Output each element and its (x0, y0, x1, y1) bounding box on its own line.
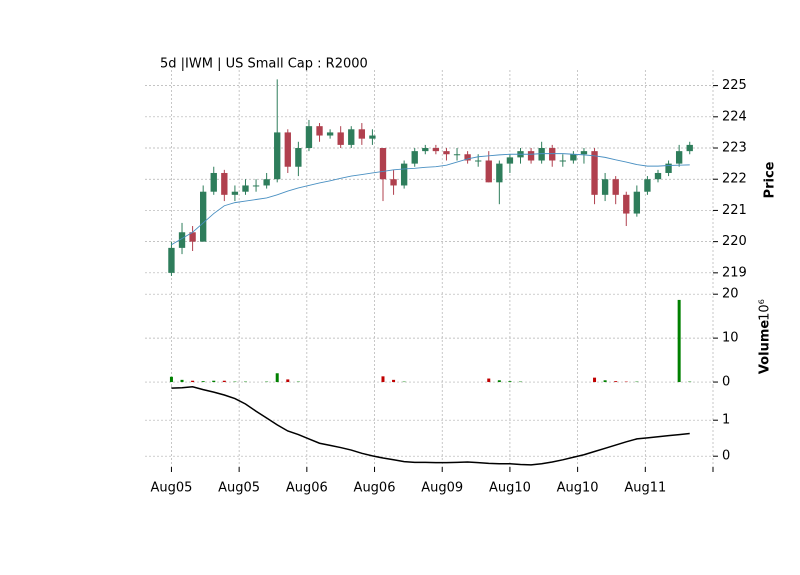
volume-bar (392, 379, 396, 383)
volume-bar (508, 381, 512, 383)
candle-body (612, 179, 619, 195)
candle-body (527, 151, 535, 161)
candle-body (580, 151, 588, 155)
x-tick-label: Aug10 (557, 481, 599, 496)
y-tick-label: 222 (722, 172, 747, 187)
volume-bar (169, 376, 173, 383)
volume-bar (275, 373, 279, 383)
candle-body (305, 126, 313, 149)
y-tick-label: 224 (722, 109, 747, 124)
candle-body (675, 151, 683, 164)
y-tick-label: 0 (722, 449, 730, 464)
candle-body (200, 191, 207, 242)
candle-body (422, 148, 429, 152)
candle-body (559, 160, 566, 162)
volume-bar (487, 378, 491, 383)
candle-body (326, 132, 334, 136)
y-tick-label: 220 (722, 234, 747, 249)
candle-body (337, 132, 344, 145)
candle-body (686, 144, 693, 152)
candle-body (601, 179, 609, 195)
candle-body (633, 191, 641, 214)
offset-label: 10⁶ (758, 299, 773, 321)
volume-bar (603, 380, 607, 383)
y-tick-label: 0 (722, 375, 730, 390)
candle-body (496, 163, 503, 183)
candle-body (231, 191, 239, 195)
candle-body (644, 179, 651, 192)
x-tick-label: Aug06 (286, 481, 328, 496)
candle-body (443, 151, 450, 155)
x-tick-label: Aug06 (354, 481, 396, 496)
volume-bar (212, 380, 216, 383)
line (171, 385, 690, 466)
candle-body (464, 154, 471, 161)
y-axis-label: Volume (758, 320, 773, 375)
volume-bar (593, 377, 597, 383)
volume-bar (286, 379, 290, 383)
candle-body (379, 148, 387, 180)
candle-body (591, 151, 598, 195)
candle-body (168, 247, 175, 273)
y-tick-label: 10 (722, 331, 739, 346)
candle-body (475, 160, 482, 162)
candle-body (390, 179, 397, 186)
candle-body (210, 172, 217, 192)
candle-body (654, 172, 662, 180)
volume-bar (180, 379, 184, 383)
candle-body (570, 154, 577, 161)
candle-body (400, 163, 408, 186)
volume-bar (497, 380, 501, 383)
candle-body (411, 151, 418, 164)
y-tick-label: 223 (722, 141, 747, 156)
x-tick-label: Aug10 (489, 481, 531, 496)
candle-body (369, 135, 376, 139)
y-tick-label: 221 (722, 203, 747, 218)
candle-body (316, 126, 323, 136)
candle-body (348, 129, 355, 145)
candle-body (538, 148, 545, 161)
volume-bar (201, 381, 205, 383)
candle-body (242, 185, 249, 192)
candle-body (432, 148, 440, 152)
candle-body (549, 148, 556, 161)
candle-body (189, 232, 196, 242)
candle-body (453, 154, 461, 156)
candle-body (506, 157, 514, 164)
y-tick-label: 219 (722, 265, 747, 280)
candle-body (358, 129, 366, 139)
x-tick-label: Aug11 (624, 481, 666, 496)
volume-bar (381, 376, 385, 383)
volume-bar (677, 299, 681, 383)
candle-body (178, 232, 186, 248)
candle-body (485, 160, 492, 183)
moving-average (171, 153, 690, 246)
candle-body (284, 132, 291, 167)
x-tick-label: Aug05 (218, 481, 260, 496)
y-axis-label: Price (763, 161, 778, 198)
chart-title: 5d |IWM | US Small Cap : R2000 (160, 57, 368, 72)
x-tick-label: Aug05 (150, 481, 192, 496)
candle-body (665, 163, 672, 173)
y-tick-label: 225 (722, 78, 747, 93)
y-tick-label: 1 (722, 413, 730, 428)
volume-bar (614, 381, 618, 383)
candle-body (221, 172, 228, 195)
candle-body (295, 148, 302, 167)
candle-body (252, 185, 260, 187)
y-tick-label: 20 (722, 287, 739, 302)
volume-bar (222, 380, 226, 383)
candle-body (623, 194, 630, 214)
candle-body (274, 132, 281, 180)
candle-body (263, 179, 270, 186)
x-tick-label: Aug09 (421, 481, 463, 496)
volume-bar (191, 380, 195, 383)
